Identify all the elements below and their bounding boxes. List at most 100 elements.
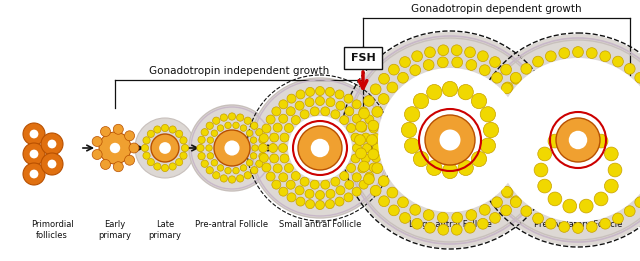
- Circle shape: [586, 222, 597, 232]
- Circle shape: [427, 85, 442, 100]
- Circle shape: [484, 135, 495, 145]
- Circle shape: [244, 117, 252, 124]
- Text: FSH: FSH: [351, 53, 376, 63]
- Circle shape: [225, 167, 231, 174]
- Circle shape: [452, 212, 463, 223]
- Circle shape: [306, 87, 315, 96]
- Circle shape: [387, 187, 397, 198]
- Circle shape: [404, 107, 420, 122]
- Circle shape: [466, 60, 477, 70]
- Circle shape: [92, 150, 102, 159]
- Circle shape: [240, 125, 247, 131]
- Circle shape: [316, 97, 324, 105]
- Circle shape: [510, 197, 521, 207]
- Circle shape: [325, 200, 334, 209]
- Circle shape: [356, 121, 367, 132]
- Circle shape: [125, 155, 134, 165]
- Circle shape: [287, 94, 296, 103]
- Circle shape: [280, 154, 289, 163]
- Circle shape: [523, 135, 533, 145]
- Circle shape: [479, 204, 490, 215]
- Circle shape: [344, 94, 353, 103]
- Circle shape: [494, 175, 505, 185]
- Circle shape: [413, 151, 429, 167]
- Circle shape: [269, 133, 278, 142]
- Circle shape: [423, 210, 434, 221]
- Circle shape: [410, 204, 420, 215]
- Circle shape: [548, 192, 562, 206]
- Circle shape: [316, 86, 324, 96]
- Circle shape: [477, 51, 488, 62]
- Circle shape: [284, 123, 293, 133]
- Circle shape: [347, 123, 356, 133]
- Circle shape: [212, 172, 220, 179]
- Text: Small antral Follicle: Small antral Follicle: [279, 220, 361, 229]
- Circle shape: [579, 127, 593, 141]
- Circle shape: [225, 140, 239, 156]
- Circle shape: [399, 212, 410, 223]
- Circle shape: [305, 98, 314, 107]
- Circle shape: [586, 48, 597, 58]
- Circle shape: [359, 180, 368, 189]
- Circle shape: [511, 73, 522, 84]
- Circle shape: [259, 144, 268, 152]
- Circle shape: [379, 196, 389, 207]
- Circle shape: [364, 96, 374, 106]
- Circle shape: [279, 173, 288, 182]
- Circle shape: [161, 124, 168, 132]
- Circle shape: [612, 213, 623, 224]
- Circle shape: [412, 218, 422, 229]
- Circle shape: [181, 144, 189, 152]
- Circle shape: [233, 167, 239, 174]
- Circle shape: [220, 175, 227, 182]
- Circle shape: [331, 110, 340, 119]
- Circle shape: [279, 114, 288, 123]
- Circle shape: [531, 108, 541, 119]
- Circle shape: [207, 153, 214, 159]
- Circle shape: [259, 152, 266, 160]
- Circle shape: [296, 90, 305, 99]
- Circle shape: [353, 144, 362, 152]
- Circle shape: [326, 189, 335, 198]
- Circle shape: [573, 47, 584, 57]
- Circle shape: [372, 153, 381, 162]
- Circle shape: [471, 93, 486, 109]
- Circle shape: [451, 45, 462, 56]
- Circle shape: [125, 131, 134, 141]
- Text: Gonadotropin dependent growth: Gonadotropin dependent growth: [411, 4, 582, 14]
- Circle shape: [502, 187, 513, 198]
- Circle shape: [345, 180, 354, 189]
- Circle shape: [100, 159, 111, 169]
- Circle shape: [378, 93, 389, 104]
- Circle shape: [321, 180, 330, 189]
- Circle shape: [23, 123, 45, 145]
- Circle shape: [521, 149, 532, 160]
- Circle shape: [351, 154, 360, 163]
- Circle shape: [369, 124, 378, 133]
- Circle shape: [534, 121, 545, 132]
- Circle shape: [356, 148, 367, 159]
- Circle shape: [175, 158, 183, 166]
- Circle shape: [252, 145, 259, 151]
- Circle shape: [251, 167, 258, 174]
- Circle shape: [358, 164, 367, 173]
- Circle shape: [286, 180, 295, 189]
- Circle shape: [559, 48, 570, 58]
- Circle shape: [347, 163, 356, 173]
- Circle shape: [197, 144, 204, 152]
- Circle shape: [217, 165, 224, 171]
- Circle shape: [489, 162, 500, 173]
- Circle shape: [129, 143, 139, 153]
- Circle shape: [147, 158, 154, 166]
- Circle shape: [352, 114, 361, 123]
- Circle shape: [625, 63, 635, 74]
- Circle shape: [342, 32, 558, 248]
- Circle shape: [525, 96, 536, 106]
- Circle shape: [220, 114, 227, 121]
- Circle shape: [358, 161, 369, 172]
- Circle shape: [269, 144, 278, 152]
- Circle shape: [486, 148, 497, 159]
- Circle shape: [251, 122, 258, 129]
- Circle shape: [437, 57, 448, 68]
- Circle shape: [442, 163, 458, 179]
